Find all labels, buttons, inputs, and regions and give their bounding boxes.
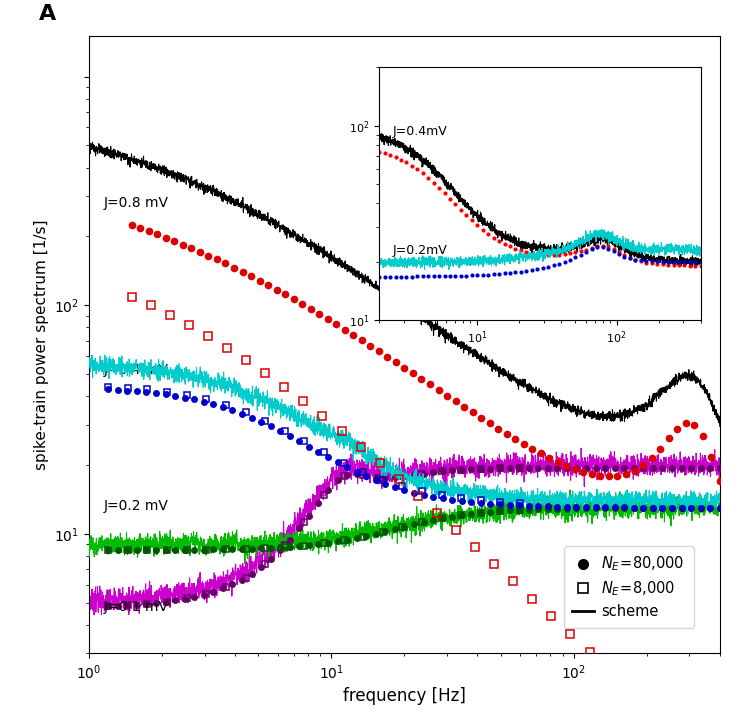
Legend: $N_E\!=\!80{,}000$, $N_E\!=\!8{,}000$, scheme: $N_E\!=\!80{,}000$, $N_E\!=\!8{,}000$, s… bbox=[564, 546, 694, 627]
Text: J=0.1 mV: J=0.1 mV bbox=[104, 600, 168, 613]
X-axis label: frequency [Hz]: frequency [Hz] bbox=[343, 688, 466, 705]
Text: J=0.2 mV: J=0.2 mV bbox=[104, 499, 168, 513]
Text: J=0.4 mV: J=0.4 mV bbox=[104, 363, 168, 377]
Text: A: A bbox=[39, 4, 56, 24]
Text: J=0.8 mV: J=0.8 mV bbox=[104, 196, 168, 210]
Y-axis label: spike-train power spectrum [1/s]: spike-train power spectrum [1/s] bbox=[33, 219, 49, 470]
